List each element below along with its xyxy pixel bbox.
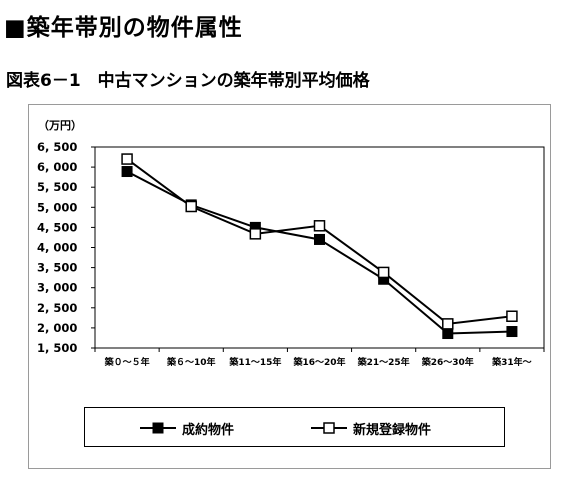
open-square-marker-icon bbox=[311, 422, 347, 434]
data-point-contracted bbox=[314, 233, 325, 245]
y-tick-label: 2, 000 bbox=[37, 321, 77, 335]
data-point-contracted bbox=[442, 328, 454, 340]
x-tick-label: 築16～20年 bbox=[292, 356, 345, 368]
legend: 成約物件 新規登録物件 bbox=[84, 407, 505, 447]
y-tick-label: 5, 500 bbox=[37, 180, 77, 194]
x-tick-label: 築11～15年 bbox=[228, 356, 281, 368]
y-tick-label: 6, 000 bbox=[37, 160, 77, 174]
series-line-contracted bbox=[126, 170, 512, 335]
data-point-new-listing bbox=[506, 310, 518, 322]
x-tick-label: 築０～５年 bbox=[104, 356, 150, 368]
data-point-contracted bbox=[506, 326, 518, 338]
x-tick-label: 築31年～ bbox=[491, 356, 532, 368]
data-point-contracted bbox=[121, 166, 133, 178]
section-heading: ■築年帯別の物件属性 bbox=[4, 15, 243, 41]
y-tick-label: 1, 500 bbox=[37, 341, 77, 355]
figure-title: 図表6－1 中古マンションの築年帯別平均価格 bbox=[6, 71, 370, 91]
y-tick-label: 3, 000 bbox=[37, 281, 77, 295]
y-tick-label: 4, 500 bbox=[37, 220, 77, 234]
legend-item-contracted: 成約物件 bbox=[140, 418, 234, 438]
y-tick-label: 4, 000 bbox=[37, 241, 77, 255]
x-tick-label: 築26～30年 bbox=[421, 356, 474, 368]
y-axis-unit-label: （万円） bbox=[38, 119, 82, 132]
plot-area bbox=[94, 146, 545, 349]
legend-label-contracted: 成約物件 bbox=[182, 422, 235, 438]
y-tick-label: 3, 500 bbox=[37, 261, 77, 275]
y-tick-label: 2, 500 bbox=[37, 301, 77, 315]
y-tick-label: 5, 000 bbox=[37, 200, 77, 214]
data-point-new-listing bbox=[249, 228, 262, 240]
legend-label-new-listing: 新規登録物件 bbox=[353, 422, 432, 438]
filled-square-marker-icon bbox=[140, 422, 176, 434]
data-point-new-listing bbox=[313, 220, 326, 232]
x-tick-label: 築６～10年 bbox=[166, 356, 216, 368]
legend-item-new-listing: 新規登録物件 bbox=[311, 418, 431, 438]
data-point-new-listing bbox=[121, 153, 133, 165]
data-point-new-listing bbox=[377, 266, 390, 279]
y-tick-label: 6, 500 bbox=[37, 140, 77, 154]
x-tick-label: 築21～25年 bbox=[357, 356, 410, 368]
data-point-new-listing bbox=[185, 200, 197, 213]
data-point-new-listing bbox=[442, 318, 454, 330]
